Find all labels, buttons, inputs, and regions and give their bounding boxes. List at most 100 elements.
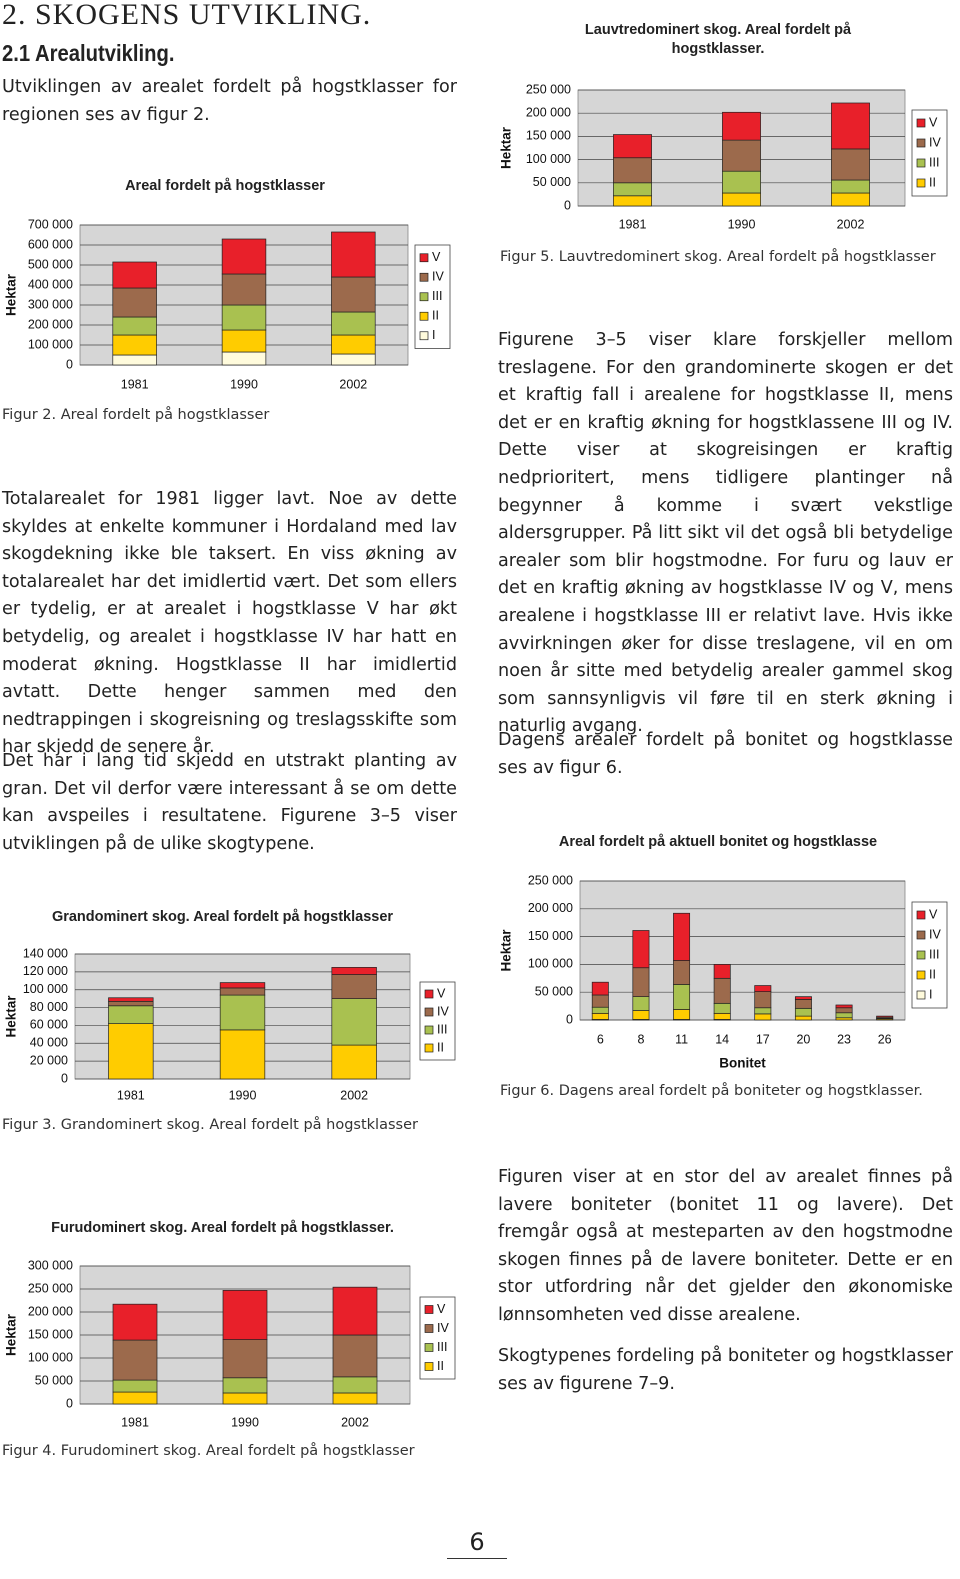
bar-segment: [222, 1392, 268, 1405]
y-tick-label: 150 000: [526, 129, 571, 143]
bar-segment: [591, 1006, 609, 1014]
legend-label: IV: [929, 135, 941, 149]
bar-segment: [219, 994, 266, 1031]
legend-label: II: [437, 1040, 444, 1054]
bar-segment: [221, 304, 267, 331]
paragraph: Det har i lang tid skjedd en utstrakt pl…: [2, 751, 457, 854]
x-axis-label: Bonitet: [719, 1056, 766, 1071]
paragraph: Skogtypenes fordeling på boniteter og ho…: [498, 1346, 953, 1394]
bar-segment: [613, 195, 652, 207]
legend-swatch: [419, 331, 429, 341]
legend-swatch: [916, 930, 926, 940]
legend-swatch: [916, 950, 926, 960]
legend-swatch: [424, 1324, 434, 1333]
y-tick-label: 0: [66, 1396, 73, 1410]
y-tick-label: 140 000: [23, 946, 68, 960]
figure-caption: Figur 2. Areal fordelt på hogstklasser: [2, 407, 270, 423]
y-tick-label: 100 000: [28, 1350, 73, 1364]
paragraph: Figuren viser at en stor del av arealet …: [498, 1167, 953, 1325]
chart-title: Lauvtredominert skog. Areal fordelt på h…: [584, 22, 852, 57]
bar-segment: [112, 287, 157, 318]
bar-segment: [673, 912, 691, 961]
chart-title: Areal fordelt på hogstklasser: [125, 178, 325, 194]
chart: Grandominert skog. Areal fordelt på hogs…: [0, 900, 460, 1112]
legend-swatch: [419, 272, 429, 282]
bar-segment: [835, 1004, 853, 1009]
x-tick-label: 17: [756, 1032, 770, 1046]
y-tick-label: 300 000: [28, 1258, 73, 1272]
y-axis-label: Hektar: [4, 273, 19, 316]
chart-plot: 0 100 000 200 000 300 000 400 000 500 000 600 …: [4, 217, 451, 391]
bar-segment: [108, 1023, 154, 1080]
y-tick-label: 250 000: [526, 82, 571, 96]
x-tick-label: 2002: [339, 377, 367, 391]
bar-segment: [222, 1339, 268, 1379]
legend-label: III: [432, 289, 442, 303]
bar-segment: [591, 981, 609, 996]
bar-segment: [713, 1002, 731, 1014]
bar-segment: [722, 139, 761, 172]
page-number: 6: [447, 1528, 507, 1559]
x-tick-label: 2002: [341, 1415, 369, 1429]
y-tick-label: 500 000: [28, 257, 73, 271]
bar-segment: [794, 1015, 812, 1021]
bar-segment: [332, 1376, 378, 1394]
figure-caption: Figur 4. Furudominert skog. Areal fordel…: [2, 1443, 415, 1459]
legend-swatch: [424, 1007, 434, 1017]
bar-segment: [754, 985, 772, 992]
legend-swatch: [424, 989, 434, 999]
bar-segment: [673, 984, 691, 1010]
legend-swatch: [419, 292, 429, 302]
bar-segment: [219, 1029, 266, 1080]
legend-label: IV: [437, 1321, 449, 1335]
y-tick-label: 200 000: [28, 317, 73, 331]
bar-segment: [331, 276, 376, 313]
bar-segment: [713, 1012, 731, 1020]
y-tick-label: 100 000: [528, 957, 573, 971]
chart-title: Furudominert skog. Areal fordelt på hogs…: [51, 1220, 394, 1236]
y-tick-label: 80 000: [30, 1000, 68, 1014]
y-axis-label: Hektar: [4, 995, 19, 1038]
y-tick-label: 60 000: [30, 1018, 68, 1032]
bar-segment: [108, 997, 154, 1002]
legend-label: V: [432, 250, 441, 264]
legend-label: V: [437, 1302, 446, 1316]
legend-label: III: [929, 155, 939, 169]
paragraph: Utviklingen av arealet fordelt på hogstk…: [2, 77, 457, 125]
legend-swatch: [424, 1343, 434, 1352]
bar-segment: [591, 1012, 609, 1020]
legend-swatch: [916, 138, 926, 148]
x-tick-label: 1981: [619, 217, 647, 231]
bar-segment: [794, 1007, 812, 1017]
bar-segment: [221, 329, 267, 353]
bar-segment: [112, 316, 157, 336]
y-tick-label: 150 000: [28, 1327, 73, 1341]
bar-segment: [632, 930, 650, 969]
x-tick-label: 1981: [121, 1415, 149, 1429]
legend-label: IV: [437, 1004, 449, 1018]
legend-swatch: [916, 910, 926, 920]
bar-segment: [673, 1009, 691, 1020]
x-tick-label: 23: [837, 1032, 851, 1046]
y-tick-label: 0: [61, 1071, 68, 1085]
legend-swatch: [916, 118, 926, 128]
y-axis-label: Hektar: [499, 929, 514, 972]
chart-title: Grandominert skog. Areal fordelt på hogs…: [51, 909, 394, 925]
x-tick-label: 14: [715, 1032, 729, 1046]
bar-segment: [332, 1334, 378, 1378]
bar-segment: [331, 974, 377, 999]
legend-swatch: [916, 178, 926, 188]
bar-segment: [831, 192, 870, 207]
bar-segment: [713, 977, 731, 1004]
bar-segment: [591, 994, 609, 1008]
x-tick-label: 2002: [340, 1088, 368, 1102]
bar-segment: [112, 354, 157, 366]
bar-segment: [632, 967, 650, 997]
bar-segment: [673, 960, 691, 985]
figure-caption: Figur 3. Grandominert skog. Areal fordel…: [2, 1117, 418, 1133]
bar-segment: [331, 998, 377, 1046]
bar-segment: [219, 982, 266, 989]
legend-label: II: [437, 1359, 444, 1373]
y-tick-label: 250 000: [28, 1281, 73, 1295]
legend-label: I: [432, 328, 435, 342]
